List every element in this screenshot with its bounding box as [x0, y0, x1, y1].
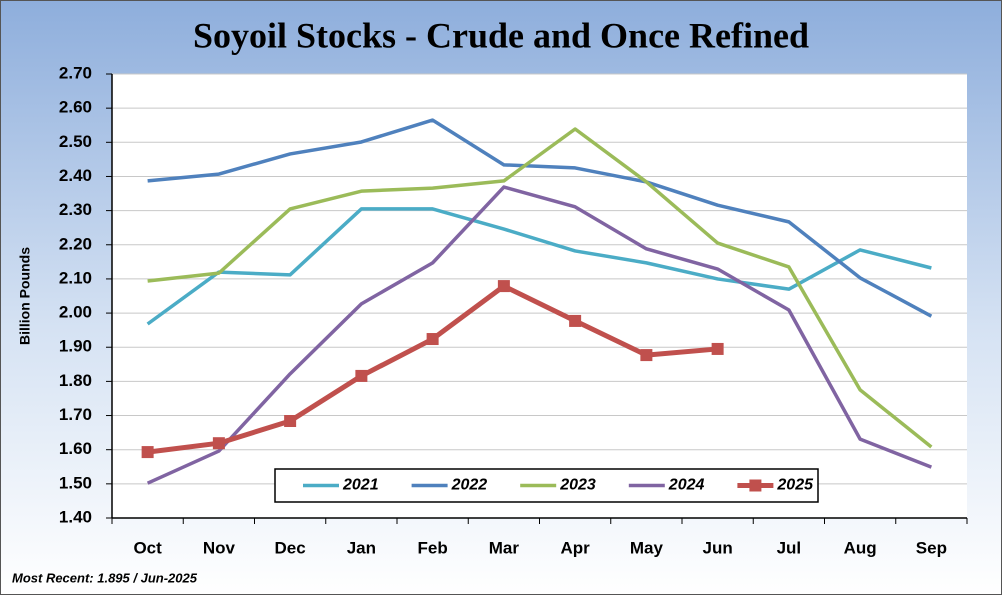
- x-tick-label: Jun: [703, 538, 733, 557]
- x-tick-label: Apr: [560, 538, 590, 557]
- x-tick-label: Nov: [203, 538, 236, 557]
- point-marker: [426, 333, 439, 346]
- series-line: [146, 185, 933, 485]
- point-marker: [141, 446, 154, 459]
- legend-label: 2022: [451, 477, 488, 494]
- chart-title: Soyoil Stocks - Crude and Once Refined: [193, 15, 809, 55]
- y-axis-label: Billion Pounds: [17, 247, 33, 345]
- y-tick-label: 2.60: [59, 98, 92, 117]
- x-tick-label: Jul: [777, 538, 802, 557]
- legend-label: 2021: [342, 477, 379, 494]
- x-tick-label: May: [630, 538, 664, 557]
- y-tick-label: 2.30: [59, 200, 92, 219]
- point-marker: [355, 369, 368, 382]
- y-tick-label: 1.80: [59, 371, 92, 390]
- y-tick-label: 2.10: [59, 268, 92, 287]
- point-marker: [497, 280, 510, 293]
- x-tick-label: Sep: [916, 538, 947, 557]
- x-tick-label: Feb: [418, 538, 448, 557]
- x-tick-label: Aug: [844, 538, 877, 557]
- plot-area: [112, 74, 967, 518]
- footnote: Most Recent: 1.895 / Jun-2025: [12, 570, 198, 585]
- y-tick-label: 2.40: [59, 166, 92, 185]
- series-line: [147, 127, 933, 449]
- y-tick-label: 2.00: [59, 303, 92, 322]
- legend-marker: [749, 479, 762, 492]
- y-tick-label: 2.20: [59, 234, 92, 253]
- point-marker: [212, 437, 225, 450]
- x-tick-label: Oct: [133, 538, 162, 557]
- x-tick-label: Dec: [275, 538, 306, 557]
- y-tick-label: 2.70: [59, 63, 92, 82]
- x-tick-label: Jan: [347, 538, 376, 557]
- legend-label: 2023: [559, 477, 596, 494]
- x-tick-label: Mar: [489, 538, 520, 557]
- y-tick-label: 1.60: [59, 439, 92, 458]
- legend-label: 2025: [776, 477, 814, 494]
- point-marker: [569, 314, 582, 327]
- y-tick-label: 1.40: [59, 507, 92, 526]
- y-tick-label: 1.70: [59, 405, 92, 424]
- point-marker: [711, 342, 724, 355]
- y-tick-label: 1.50: [59, 473, 92, 492]
- y-tick-label: 2.50: [59, 132, 92, 151]
- y-tick-label: 1.90: [59, 337, 92, 356]
- series-line: [147, 118, 933, 318]
- point-marker: [640, 349, 653, 362]
- legend-label: 2024: [668, 477, 705, 494]
- point-marker: [284, 415, 297, 428]
- series-line: [146, 207, 932, 326]
